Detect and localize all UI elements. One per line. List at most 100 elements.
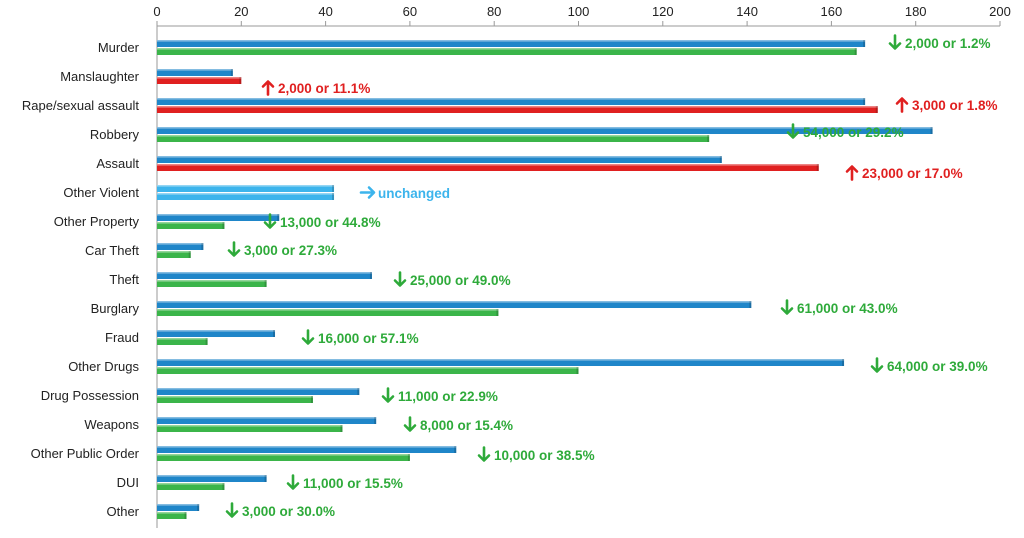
bar-series2-0-edge: [854, 48, 857, 55]
bar-series1-3-edge: [930, 127, 933, 134]
change-annotation-text: 2,000 or 11.1%: [278, 81, 370, 96]
bar-series2-0: [157, 48, 857, 55]
bar-series1-9-highlight: [157, 301, 752, 303]
down-arrow-head: [225, 510, 239, 518]
bar-series1-10: [157, 330, 276, 337]
bar-series1-4-fill: [157, 156, 722, 163]
bar-series2-13: [157, 425, 343, 432]
bar-series1-12-edge: [357, 388, 360, 395]
bar-series1-15-highlight: [157, 475, 267, 477]
change-annotation-text: 25,000 or 49.0%: [410, 273, 511, 288]
category-label: DUI: [117, 475, 139, 490]
category-label: Car Theft: [85, 243, 139, 258]
bar-series2-9-fill: [157, 309, 499, 316]
change-annotation: 2,000 or 1.2%: [888, 34, 991, 51]
down-arrow-head: [286, 482, 300, 490]
x-tick-label: 40: [318, 4, 332, 19]
bar-series1-10-edge: [273, 330, 276, 337]
bar-series1-11: [157, 359, 845, 366]
bars: [157, 40, 933, 519]
bar-series2-2: [157, 106, 878, 113]
change-annotation-text: 3,000 or 30.0%: [242, 504, 335, 519]
change-annotation: 16,000 or 57.1%: [301, 329, 419, 346]
bar-series2-10: [157, 338, 208, 345]
bar-series2-3-highlight: [157, 135, 710, 137]
bar-series1-16: [157, 504, 200, 511]
bar-series2-15-highlight: [157, 483, 225, 485]
category-label: Robbery: [90, 127, 140, 142]
category-label: Manslaughter: [60, 69, 139, 84]
bar-series1-15: [157, 475, 267, 482]
bar-series2-0-fill: [157, 48, 857, 55]
change-annotation-text: 23,000 or 17.0%: [862, 166, 963, 181]
bar-series2-11-highlight: [157, 367, 579, 369]
change-annotation: 3,000 or 27.3%: [227, 241, 337, 258]
bar-series1-8-highlight: [157, 272, 372, 274]
change-annotation-text: 2,000 or 1.2%: [905, 36, 991, 51]
bar-series2-9: [157, 309, 499, 316]
change-annotation-text: 3,000 or 27.3%: [244, 243, 337, 258]
change-annotation: 3,000 or 1.8%: [895, 97, 998, 113]
x-tick-label: 0: [153, 4, 160, 19]
bar-series2-16-highlight: [157, 512, 187, 514]
bar-series1-10-fill: [157, 330, 276, 337]
down-arrow-head: [393, 279, 407, 287]
bar-series1-7: [157, 243, 204, 250]
bar-series2-12: [157, 396, 313, 403]
bar-series1-11-fill: [157, 359, 845, 366]
bar-series2-12-fill: [157, 396, 313, 403]
bar-series1-12-fill: [157, 388, 360, 395]
down-arrow-head: [301, 337, 315, 345]
bar-series2-8-fill: [157, 280, 267, 287]
bar-series1-6-fill: [157, 214, 280, 221]
change-annotation-text: 54,000 or 29.2%: [803, 125, 904, 140]
bar-series2-6-fill: [157, 222, 225, 229]
bar-series1-1-fill: [157, 69, 233, 76]
category-label: Assault: [96, 156, 139, 171]
up-arrow-head: [845, 165, 859, 173]
bar-series2-5: [157, 193, 335, 200]
change-annotation-text: 11,000 or 22.9%: [398, 389, 498, 404]
category-label: Theft: [109, 272, 139, 287]
bar-series1-5-fill: [157, 185, 335, 192]
bar-series1-10-highlight: [157, 330, 276, 332]
bar-series1-9-fill: [157, 301, 752, 308]
bar-series1-16-fill: [157, 504, 200, 511]
bar-series1-5-highlight: [157, 185, 335, 187]
bar-series2-11-fill: [157, 367, 579, 374]
change-annotation: 61,000 or 43.0%: [780, 299, 898, 316]
bar-series2-12-highlight: [157, 396, 313, 398]
change-annotation: 11,000 or 15.5%: [286, 474, 403, 491]
bar-series2-15-edge: [222, 483, 225, 490]
bar-series1-5-edge: [332, 185, 335, 192]
bar-series1-15-edge: [264, 475, 267, 482]
bar-series2-15: [157, 483, 225, 490]
category-label: Other: [106, 504, 139, 519]
change-annotation: unchanged: [359, 186, 450, 201]
bar-series1-8-fill: [157, 272, 372, 279]
category-label: Other Public Order: [31, 446, 140, 461]
bar-series2-5-highlight: [157, 193, 335, 195]
change-annotation: 25,000 or 49.0%: [393, 271, 511, 288]
bar-series2-16-edge: [184, 512, 187, 519]
change-annotation-text: 64,000 or 39.0%: [887, 359, 988, 374]
bar-series1-9-edge: [749, 301, 752, 308]
bar-series2-4: [157, 164, 819, 171]
bar-series2-1: [157, 77, 242, 84]
bar-series1-13-highlight: [157, 417, 377, 419]
bar-series1-12: [157, 388, 360, 395]
down-arrow-head: [381, 395, 395, 403]
bar-series2-7: [157, 251, 191, 258]
category-labels: Murder Manslaughter Rape/sexual assault Rob…: [22, 40, 140, 519]
bar-series2-16: [157, 512, 187, 519]
bar-series2-10-highlight: [157, 338, 208, 340]
bar-series1-13: [157, 417, 377, 424]
bar-series1-8: [157, 272, 372, 279]
bar-series2-1-highlight: [157, 77, 242, 79]
bar-series1-3-fill: [157, 127, 933, 134]
change-annotation-text: 8,000 or 15.4%: [420, 418, 513, 433]
bar-series1-7-edge: [201, 243, 204, 250]
bar-series2-8-edge: [264, 280, 267, 287]
bar-series1-4: [157, 156, 722, 163]
bar-series2-6-highlight: [157, 222, 225, 224]
